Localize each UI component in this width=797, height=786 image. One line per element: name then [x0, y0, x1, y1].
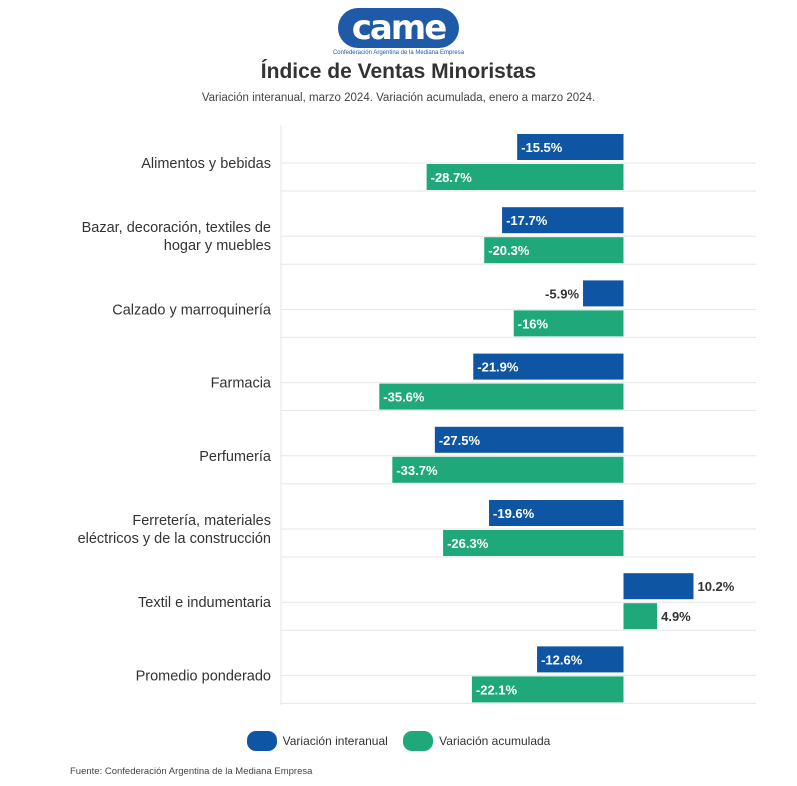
data-label-acumulada: -16% [518, 316, 549, 331]
bar-acumulada [484, 237, 624, 264]
bar-acumulada [426, 164, 624, 190]
bar-acumulada [443, 530, 624, 556]
category-label: Ferretería, materiales eléctricos y de la… [78, 513, 271, 547]
data-label-interanual: -17.7% [506, 213, 548, 228]
data-label-interanual: 10.2% [697, 579, 734, 594]
logo-subtitle: Confederación Argentina de la Mediana Em… [332, 50, 465, 56]
data-label-acumulada: -22.1% [476, 682, 518, 697]
bar-acumulada [513, 310, 624, 337]
bar-interanual [502, 207, 624, 234]
chart-title: Índice de Ventas Minoristas [260, 60, 537, 83]
data-label-acumulada: -28.7% [431, 170, 473, 185]
data-label-acumulada: -26.3% [447, 536, 489, 551]
category-label: Calzado y marroquinería [112, 302, 272, 318]
bar-interanual [623, 573, 694, 600]
chart-subtitle: Variación interanual, marzo 2024. Variac… [201, 92, 596, 104]
legend-label-acumulada: Variación acumulada [439, 734, 551, 748]
legend-item-acumulada[interactable]: Variación acumulada [403, 731, 550, 751]
bar-interanual [489, 500, 624, 526]
bar-interanual [583, 280, 624, 307]
bar-acumulada [623, 603, 658, 630]
bar-interanual [537, 646, 624, 673]
category-label: Textil e indumentaria [138, 595, 272, 611]
legend-swatch-interanual [246, 731, 277, 751]
data-label-acumulada: -33.7% [396, 463, 438, 478]
data-label-acumulada: -20.3% [488, 243, 530, 258]
data-label-acumulada: 4.9% [661, 609, 691, 624]
legend-item-interanual[interactable]: Variación interanual [246, 731, 388, 751]
legend: Variación interanual Variación acumulada [0, 731, 797, 754]
data-label-interanual: -15.5% [521, 140, 563, 155]
data-label-interanual: -12.6% [541, 652, 583, 667]
came-logo: came Confederación Argentina de la Media… [0, 8, 797, 56]
legend-swatch-acumulada [403, 731, 434, 751]
bar-acumulada [392, 456, 624, 483]
bar-interanual [473, 353, 624, 380]
bar-interanual [434, 426, 624, 453]
bar-acumulada [471, 676, 624, 703]
data-label-acumulada: -35.6% [383, 390, 425, 405]
bar-acumulada [379, 383, 624, 410]
source-note: Fuente: Confederación Argentina de la Me… [70, 766, 313, 777]
legend-label-interanual: Variación interanual [282, 734, 388, 748]
category-label: Alimentos y bebidas [141, 156, 271, 172]
category-label: Perfumería [199, 449, 272, 465]
category-label: Bazar, decoración, textiles de hogar y mu… [82, 220, 271, 254]
logo-mark: came [337, 8, 460, 48]
data-label-interanual: -21.9% [477, 360, 519, 375]
bar-interanual [517, 134, 624, 160]
category-label: Farmacia [211, 376, 272, 392]
category-label: Promedio ponderado [136, 668, 271, 684]
data-label-interanual: -19.6% [493, 506, 535, 521]
data-label-interanual: -5.9% [545, 286, 579, 301]
data-label-interanual: -27.5% [439, 433, 481, 448]
